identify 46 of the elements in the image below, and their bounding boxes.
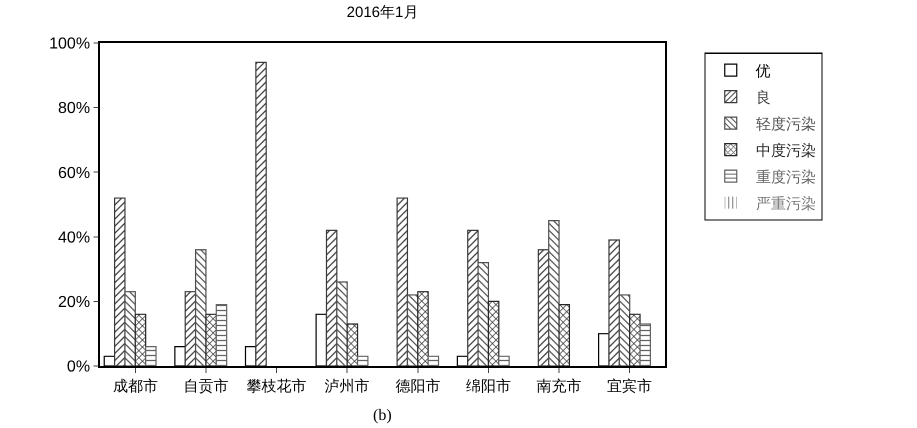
text: 重度污染	[756, 168, 816, 186]
y-tick-label: 20%	[58, 294, 90, 311]
bar	[346, 323, 358, 366]
bar	[114, 197, 126, 366]
x-tick-label: 宜宾市	[607, 378, 652, 395]
bar	[629, 314, 641, 366]
y-tick-label: 40%	[58, 229, 90, 246]
y-tick-label: 60%	[58, 164, 90, 182]
bar	[417, 291, 429, 366]
bar	[428, 356, 440, 366]
bar	[336, 281, 348, 366]
text: 中度污染	[756, 142, 816, 160]
bar	[216, 304, 228, 366]
bar	[134, 314, 146, 366]
text: 轻度污染	[756, 116, 816, 133]
legend-label: 严重污染	[756, 195, 816, 212]
bar	[124, 291, 136, 366]
bar	[194, 249, 207, 366]
bar	[639, 323, 651, 366]
bar	[467, 230, 479, 366]
bar	[145, 346, 157, 366]
bar	[255, 62, 267, 366]
bar	[548, 220, 560, 366]
y-tick-label: 0%	[66, 358, 90, 376]
bar	[608, 239, 620, 366]
y-tick-label: 80%	[58, 100, 90, 118]
x-tick-label: 南充市	[536, 378, 582, 395]
bar	[184, 291, 196, 366]
chart-title: 2016年1月	[346, 4, 418, 21]
bar	[396, 197, 408, 366]
bar	[477, 262, 490, 366]
x-tick-label: 攀枝花市	[246, 378, 307, 395]
x-tick-label: 泸州市	[324, 378, 370, 395]
x-tick-label: 自贡市	[183, 378, 228, 395]
bar	[618, 294, 630, 366]
y-tick-label: 100%	[49, 36, 90, 53]
bar	[498, 356, 510, 366]
text: (b)	[373, 407, 392, 424]
bar	[326, 230, 338, 366]
bar	[488, 300, 500, 366]
text: 良	[756, 89, 771, 106]
x-tick-label: 绵阳市	[466, 378, 511, 395]
bar	[356, 356, 368, 366]
x-tick-label: 德阳市	[395, 378, 440, 395]
bar	[558, 304, 570, 366]
x-tick-label: 成都市	[112, 378, 158, 395]
